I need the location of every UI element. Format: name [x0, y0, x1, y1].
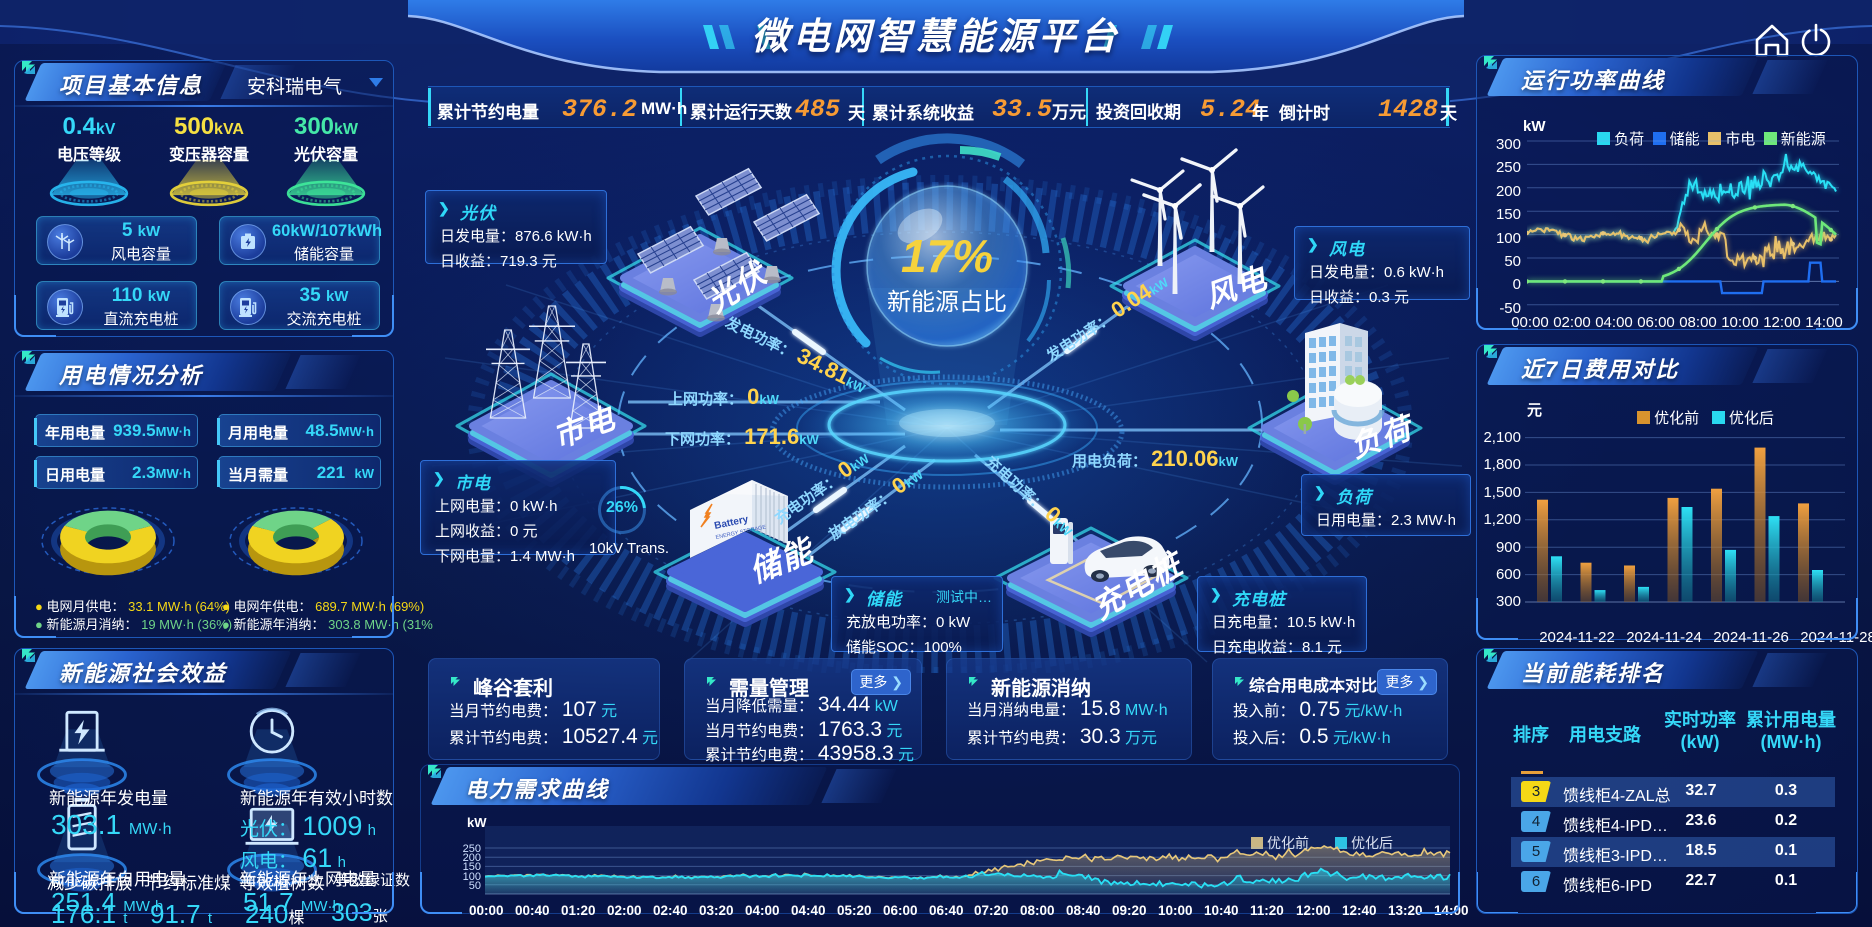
svg-text:微电网智慧能源平台: 微电网智慧能源平台: [752, 16, 1121, 57]
svg-text:新能源占比: 新能源占比: [887, 289, 1007, 316]
svg-text:17%: 17%: [901, 230, 993, 282]
